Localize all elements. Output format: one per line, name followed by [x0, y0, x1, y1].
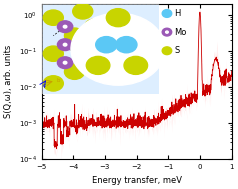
Text: S: S [174, 46, 180, 55]
Circle shape [166, 31, 168, 33]
Y-axis label: S(Q,ω), arb. units: S(Q,ω), arb. units [4, 45, 13, 119]
Circle shape [162, 10, 172, 17]
Circle shape [162, 47, 172, 55]
Text: Mo: Mo [174, 28, 187, 37]
X-axis label: Energy transfer, meV: Energy transfer, meV [92, 176, 182, 185]
Text: H: H [174, 9, 181, 18]
Circle shape [162, 28, 172, 36]
